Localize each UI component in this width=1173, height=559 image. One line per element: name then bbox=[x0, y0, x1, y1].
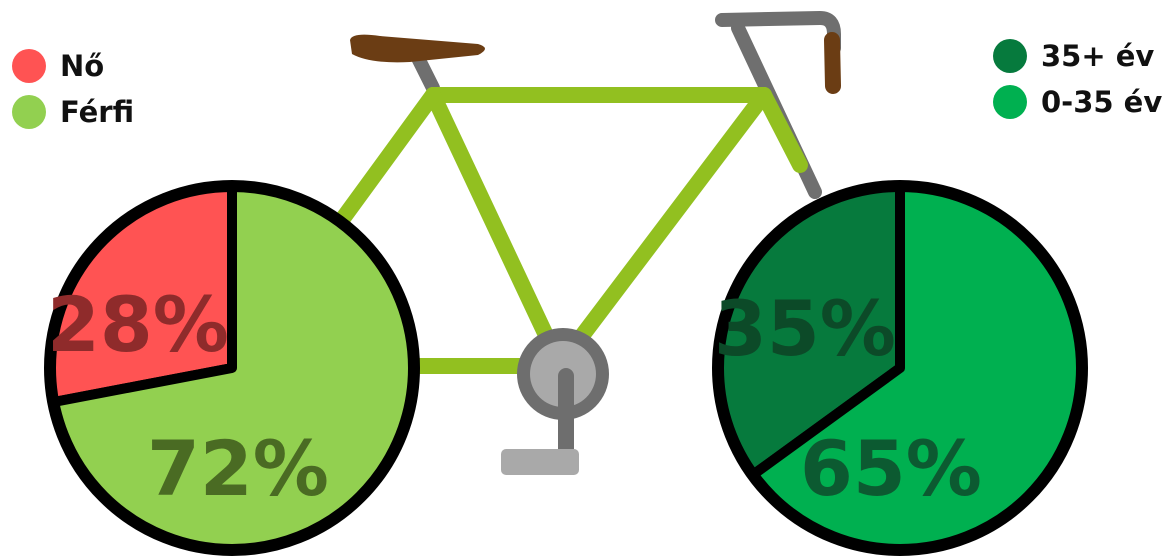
down-tube bbox=[552, 87, 772, 373]
legend-swatch-over-35 bbox=[993, 39, 1027, 73]
legend-label-under-35: 0-35 év bbox=[1041, 85, 1163, 119]
pie-outline bbox=[44, 180, 420, 556]
gender-legend: Nő Férfi bbox=[12, 46, 134, 132]
legend-item-over-35: 35+ év bbox=[993, 36, 1162, 76]
legend-swatch-under-35 bbox=[993, 85, 1027, 119]
pie-label-male: 72% bbox=[147, 424, 329, 513]
legend-label-over-35: 35+ év bbox=[1041, 39, 1155, 73]
handlebar-grip bbox=[824, 32, 841, 94]
legend-item-female: Nő bbox=[12, 46, 134, 86]
crankset bbox=[501, 328, 609, 475]
pedal bbox=[501, 449, 579, 475]
seat-tube bbox=[425, 87, 568, 373]
age-pie-chart: 35% 65% bbox=[712, 180, 1088, 556]
fork bbox=[756, 87, 808, 173]
age-legend: 35+ év 0-35 év bbox=[993, 36, 1162, 122]
saddle bbox=[350, 34, 485, 63]
legend-item-under-35: 0-35 év bbox=[993, 82, 1162, 122]
seat-post bbox=[411, 51, 440, 95]
gender-pie-chart: 28% 72% bbox=[44, 180, 420, 556]
legend-item-male: Férfi bbox=[12, 92, 134, 132]
pie-label-female: 28% bbox=[47, 280, 229, 369]
pie-outline bbox=[712, 180, 1088, 556]
legend-swatch-female bbox=[12, 49, 46, 83]
pie-label-over-35: 35% bbox=[714, 284, 896, 373]
legend-swatch-male bbox=[12, 95, 46, 129]
legend-label-male: Férfi bbox=[60, 95, 135, 129]
legend-label-female: Nő bbox=[60, 49, 105, 83]
pie-label-under-35: 65% bbox=[800, 424, 982, 513]
